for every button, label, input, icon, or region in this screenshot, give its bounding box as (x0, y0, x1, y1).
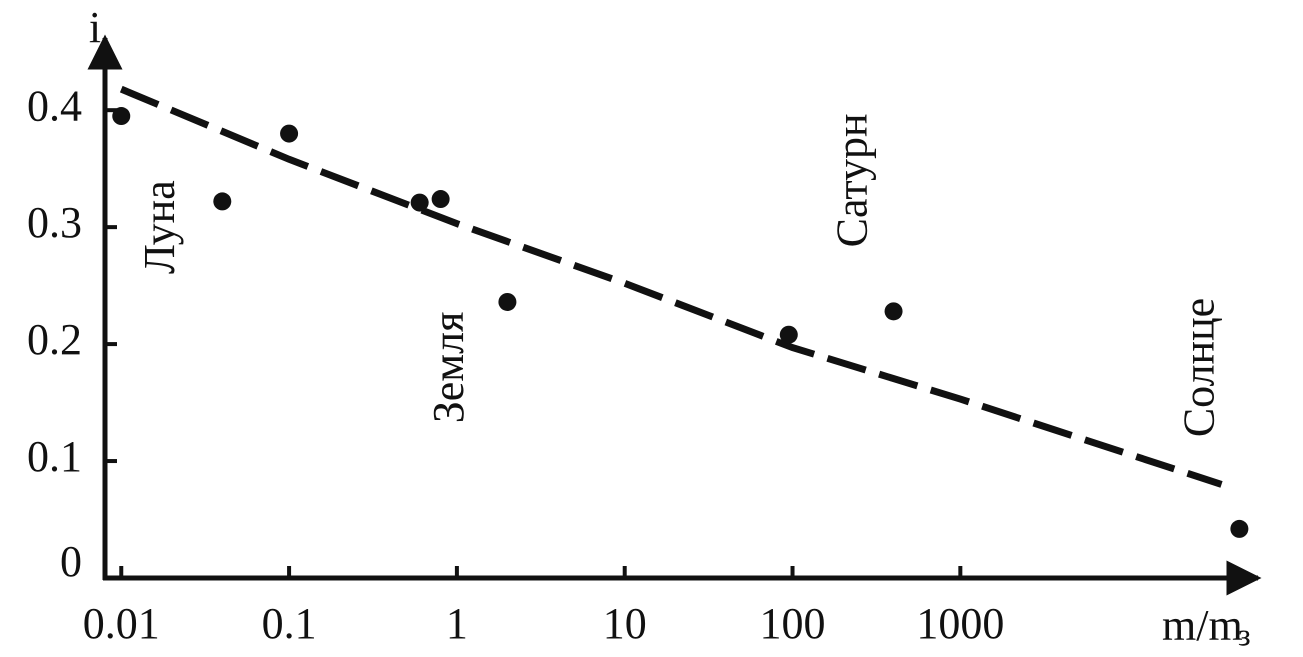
annotation: Земля (424, 312, 473, 424)
x-tick-label: 1000 (916, 599, 1004, 648)
y-tick-label: 0.2 (27, 315, 82, 364)
fit-line (119, 85, 1223, 488)
point (884, 302, 903, 321)
point (213, 192, 232, 211)
point (431, 190, 450, 209)
x-axis-label-subscript: з (1238, 616, 1251, 652)
point (280, 124, 299, 143)
y-axis-label: i (89, 3, 101, 52)
annotation: Солнце (1174, 298, 1223, 437)
point (1230, 519, 1249, 538)
point (112, 107, 131, 126)
point (410, 193, 429, 212)
point (779, 325, 798, 344)
x-tick-label: 1 (446, 599, 468, 648)
x-tick-label: 10 (603, 599, 647, 648)
y-tick-label: 0 (60, 537, 82, 586)
annotation: Сатурн (827, 113, 876, 247)
point (498, 292, 517, 311)
x-tick-label: 0.01 (83, 599, 160, 648)
x-tick-label: 0.1 (262, 599, 317, 648)
y-tick-label: 0.4 (27, 81, 82, 130)
y-tick-label: 0.3 (27, 198, 82, 247)
x-axis-label: m/m (1162, 601, 1243, 650)
x-tick-label: 100 (760, 599, 826, 648)
annotation: Луна (135, 180, 184, 274)
y-tick-label: 0.1 (27, 432, 82, 481)
